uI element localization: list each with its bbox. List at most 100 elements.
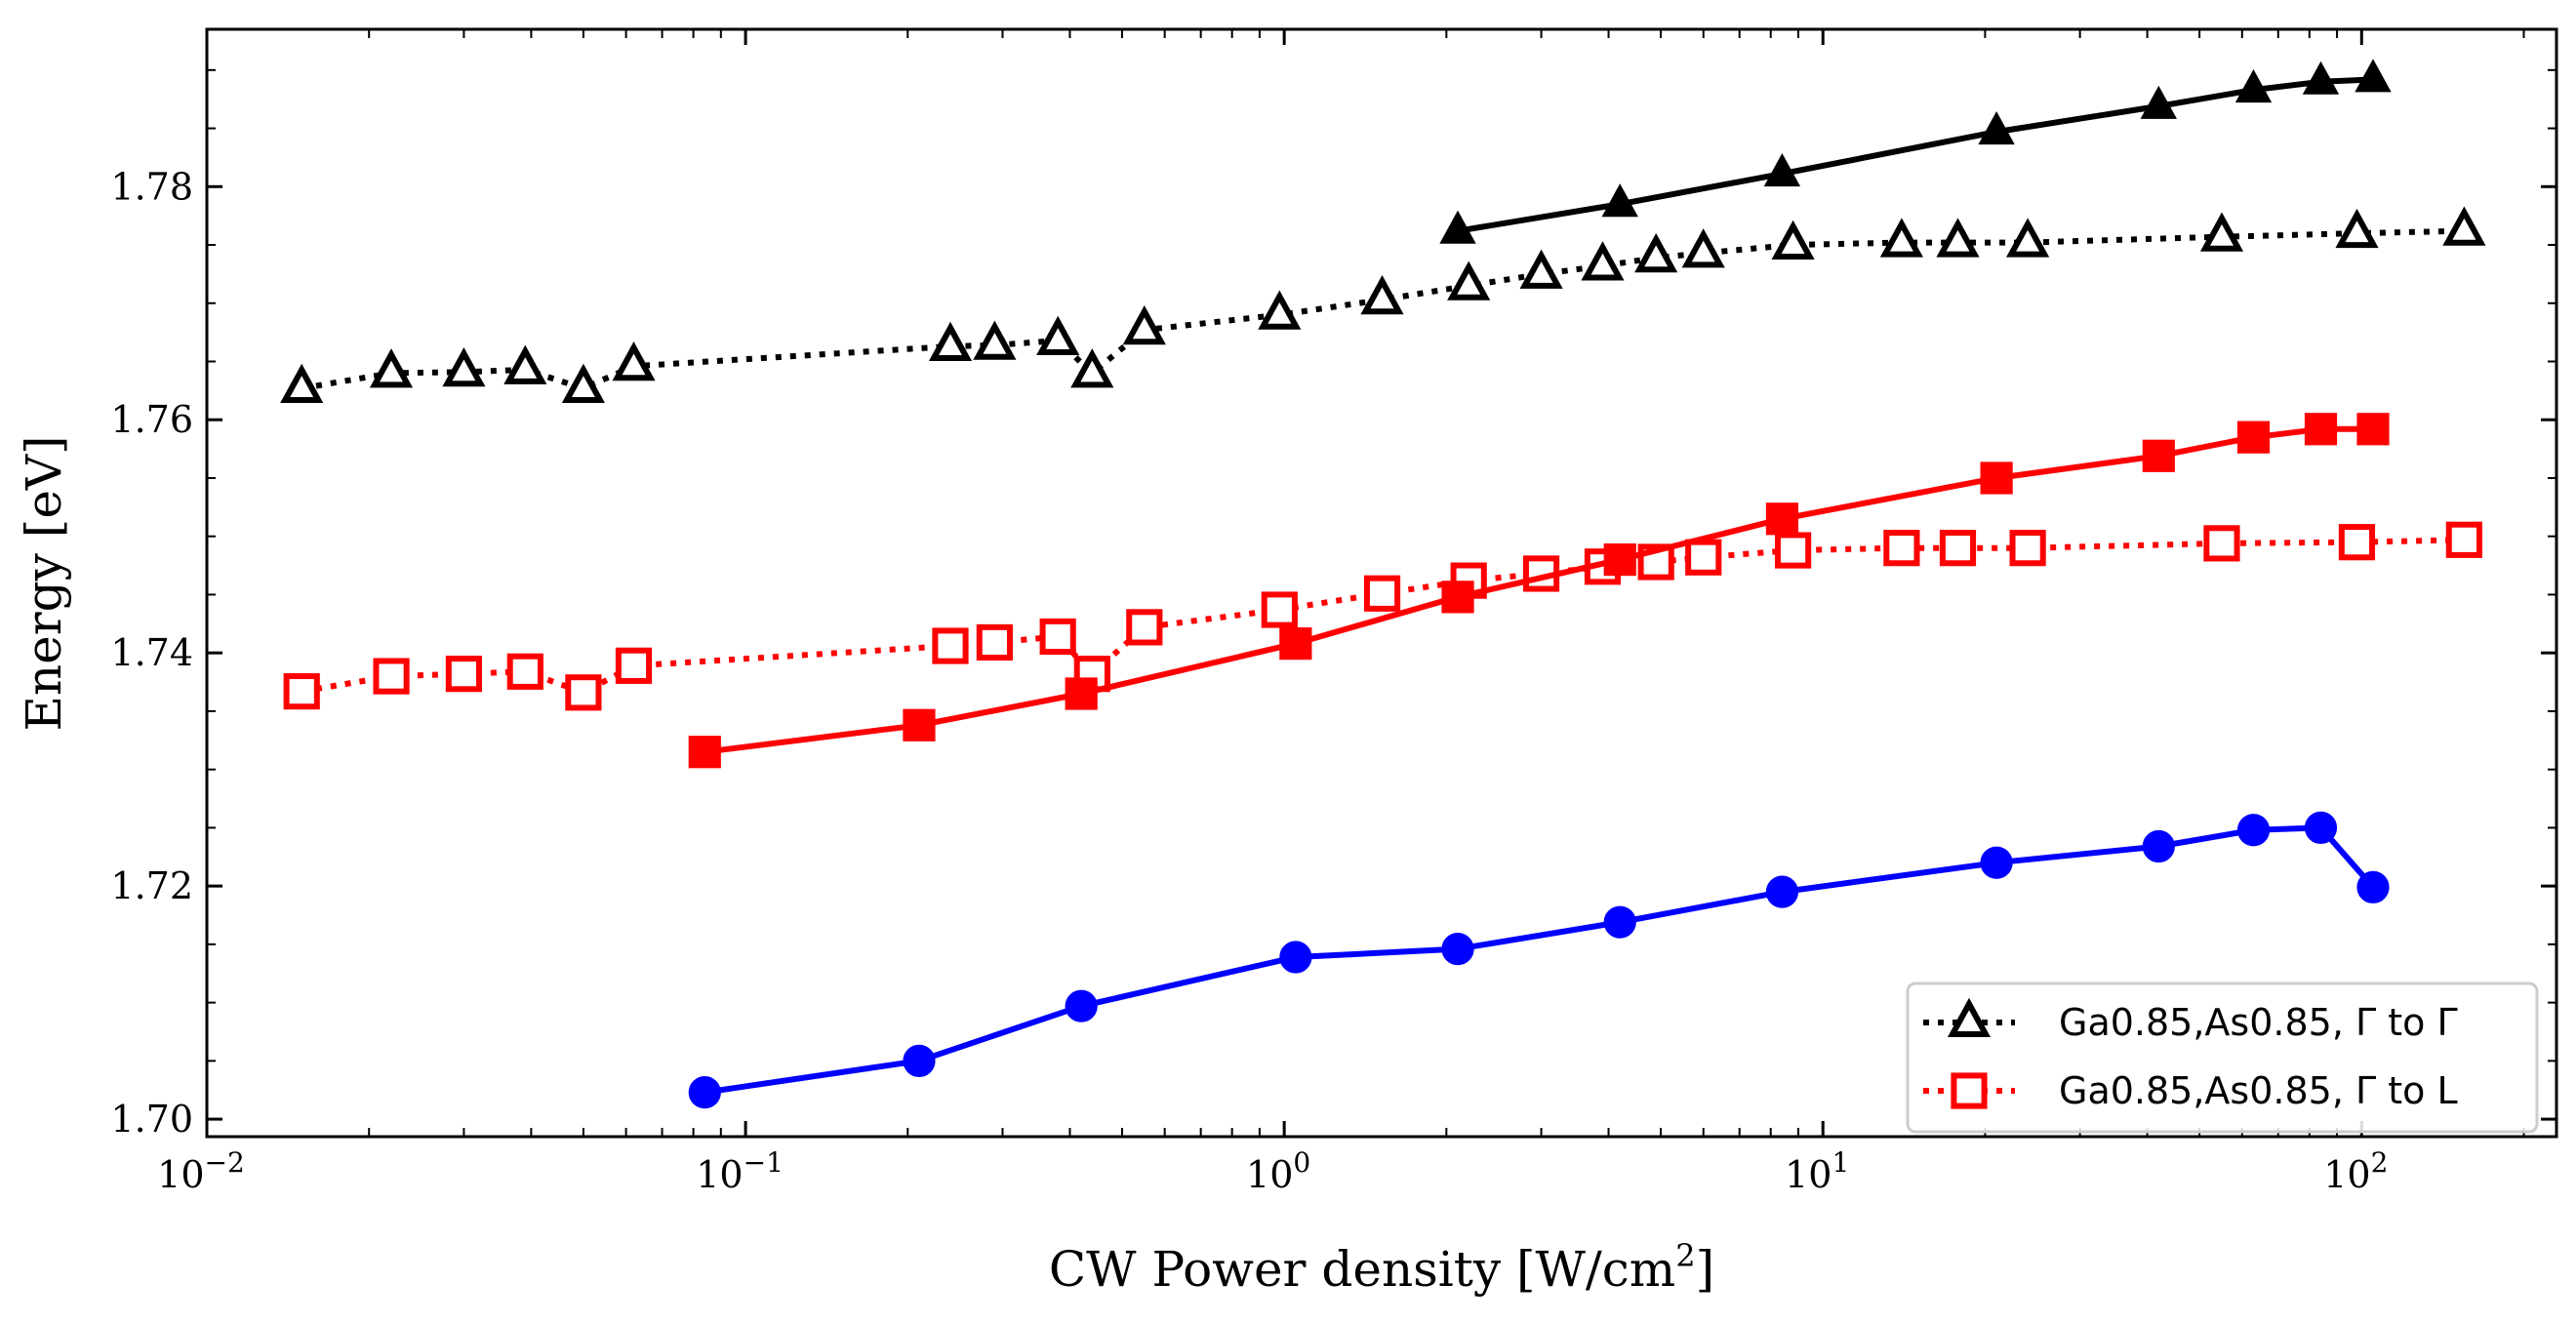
series-1-point-8 xyxy=(1039,618,1076,656)
series-3-point-3 xyxy=(1279,627,1312,661)
series-0-point-0 xyxy=(280,363,324,403)
series-0-point-11 xyxy=(1258,290,1302,330)
x-tick-label-4: 102 xyxy=(2323,1146,2388,1196)
series-1-point-10 xyxy=(1126,609,1163,646)
y-tick-label-2: 1.74 xyxy=(110,631,193,674)
series-1-point-22 xyxy=(2203,525,2240,562)
series-3 xyxy=(688,413,2390,769)
y-axis-label: Energy [eV] xyxy=(16,435,72,731)
series-0-point-10 xyxy=(1122,304,1166,345)
series-1-point-18 xyxy=(1774,532,1812,569)
series-0-point-7 xyxy=(973,320,1017,360)
series-1-point-6 xyxy=(932,627,969,664)
y-tick-label-1: 1.72 xyxy=(110,864,193,907)
series-2-point-0 xyxy=(1439,210,1476,244)
series-3-point-9 xyxy=(2236,421,2271,454)
x-axis-label-sup: 2 xyxy=(1675,1237,1695,1274)
series-1-point-23 xyxy=(2338,524,2376,561)
x-axis-label-main: CW Power density [W/cm xyxy=(1049,1241,1675,1298)
legend: Ga0.85,As0.85, Γ to Γ Ga0.85,As0.85, Γ to… xyxy=(1906,982,2539,1134)
series-0-point-24 xyxy=(2442,206,2486,246)
series-1 xyxy=(283,521,2482,711)
series-1-point-7 xyxy=(976,623,1013,662)
legend-box xyxy=(1906,982,2539,1134)
series-0-point-23 xyxy=(2335,208,2379,249)
x-tick-label-0: 10−2 xyxy=(157,1146,245,1196)
legend-marker-1 xyxy=(1951,1072,1988,1109)
series-1-point-11 xyxy=(1261,591,1298,628)
series-4-point-1 xyxy=(903,1044,936,1077)
series-0-point-22 xyxy=(2199,212,2244,252)
legend-marker-0 xyxy=(1947,997,1992,1037)
x-tick-label-1: 10−1 xyxy=(696,1146,784,1196)
series-4-point-0 xyxy=(688,1076,721,1109)
series-0-point-5 xyxy=(612,341,656,381)
series-0 xyxy=(280,206,2486,403)
legend-label-0: Ga0.85,As0.85, Γ to Γ xyxy=(2059,1001,2458,1044)
series-0-point-19 xyxy=(1879,218,1923,258)
series-1-point-5 xyxy=(615,647,653,684)
series-1-point-0 xyxy=(283,673,320,710)
series-3-point-0 xyxy=(688,736,721,769)
series-3-point-1 xyxy=(903,708,936,742)
series-4-point-6 xyxy=(1765,875,1799,908)
series-4-point-7 xyxy=(1980,846,2013,879)
series-1-point-3 xyxy=(506,653,543,690)
series-0-point-1 xyxy=(369,348,414,388)
series-3-point-10 xyxy=(2304,413,2338,446)
plot-frame xyxy=(205,27,2558,1139)
legend-item-0: Ga0.85,As0.85, Γ to Γ xyxy=(1923,997,2458,1044)
series-1-point-1 xyxy=(373,658,410,695)
series-3-point-7 xyxy=(1980,461,2013,495)
series-0-point-2 xyxy=(442,347,486,387)
series-4-point-3 xyxy=(1279,941,1312,974)
legend-item-1: Ga0.85,As0.85, Γ to L xyxy=(1923,1069,2458,1112)
series-4-point-2 xyxy=(1065,989,1098,1022)
tick-labels-layer: 1.70 1.72 1.74 1.76 1.78 10−2 10−1 100 101 102 xyxy=(110,165,2388,1196)
x-axis-label: CW Power density [W/cm2] xyxy=(1049,1237,1714,1298)
series-1-point-17 xyxy=(1685,539,1722,576)
series-0-point-16 xyxy=(1634,232,1678,273)
series-0-point-13 xyxy=(1447,261,1491,301)
series-0-point-18 xyxy=(1771,220,1815,260)
series-0-point-9 xyxy=(1070,348,1114,388)
series-1-point-19 xyxy=(1883,530,1920,567)
series-0-point-21 xyxy=(2006,218,2050,258)
series-4-point-11 xyxy=(2356,870,2390,903)
series-0-point-14 xyxy=(1519,249,1563,289)
series-layer xyxy=(280,59,2486,1109)
series-2 xyxy=(1439,59,2392,244)
ticks-layer xyxy=(205,29,2556,1137)
series-0-point-17 xyxy=(1681,228,1725,268)
series-0-point-6 xyxy=(928,321,973,361)
x-tick-label-3: 101 xyxy=(1785,1146,1849,1196)
series-2-point-1 xyxy=(1601,183,1638,218)
series-0-point-20 xyxy=(1936,218,1980,258)
series-2-point-7 xyxy=(2355,59,2392,93)
series-4-point-8 xyxy=(2142,829,2175,863)
series-1-point-2 xyxy=(445,656,483,693)
series-2-point-2 xyxy=(1763,153,1801,187)
series-2-point-4 xyxy=(2140,85,2177,119)
series-1-point-20 xyxy=(1939,530,1977,567)
series-4 xyxy=(688,811,2390,1109)
series-2-point-6 xyxy=(2302,60,2340,95)
series-0-point-12 xyxy=(1360,274,1404,315)
series-2-point-5 xyxy=(2234,69,2273,103)
y-tick-label-4: 1.78 xyxy=(110,165,193,208)
series-4-point-4 xyxy=(1441,933,1474,966)
x-tick-label-2: 100 xyxy=(1246,1146,1310,1196)
series-3-point-8 xyxy=(2142,439,2175,472)
series-0-point-15 xyxy=(1581,241,1625,281)
series-1-point-24 xyxy=(2445,521,2482,558)
series-3-point-5 xyxy=(1603,543,1636,577)
y-tick-label-3: 1.76 xyxy=(110,398,193,441)
series-0-point-3 xyxy=(503,344,547,384)
series-0-point-4 xyxy=(561,363,605,403)
legend-label-1: Ga0.85,As0.85, Γ to L xyxy=(2059,1069,2458,1112)
series-4-point-9 xyxy=(2236,814,2271,847)
series-3-point-4 xyxy=(1441,581,1474,614)
series-1-point-4 xyxy=(565,674,602,711)
series-0-point-8 xyxy=(1036,315,1080,355)
